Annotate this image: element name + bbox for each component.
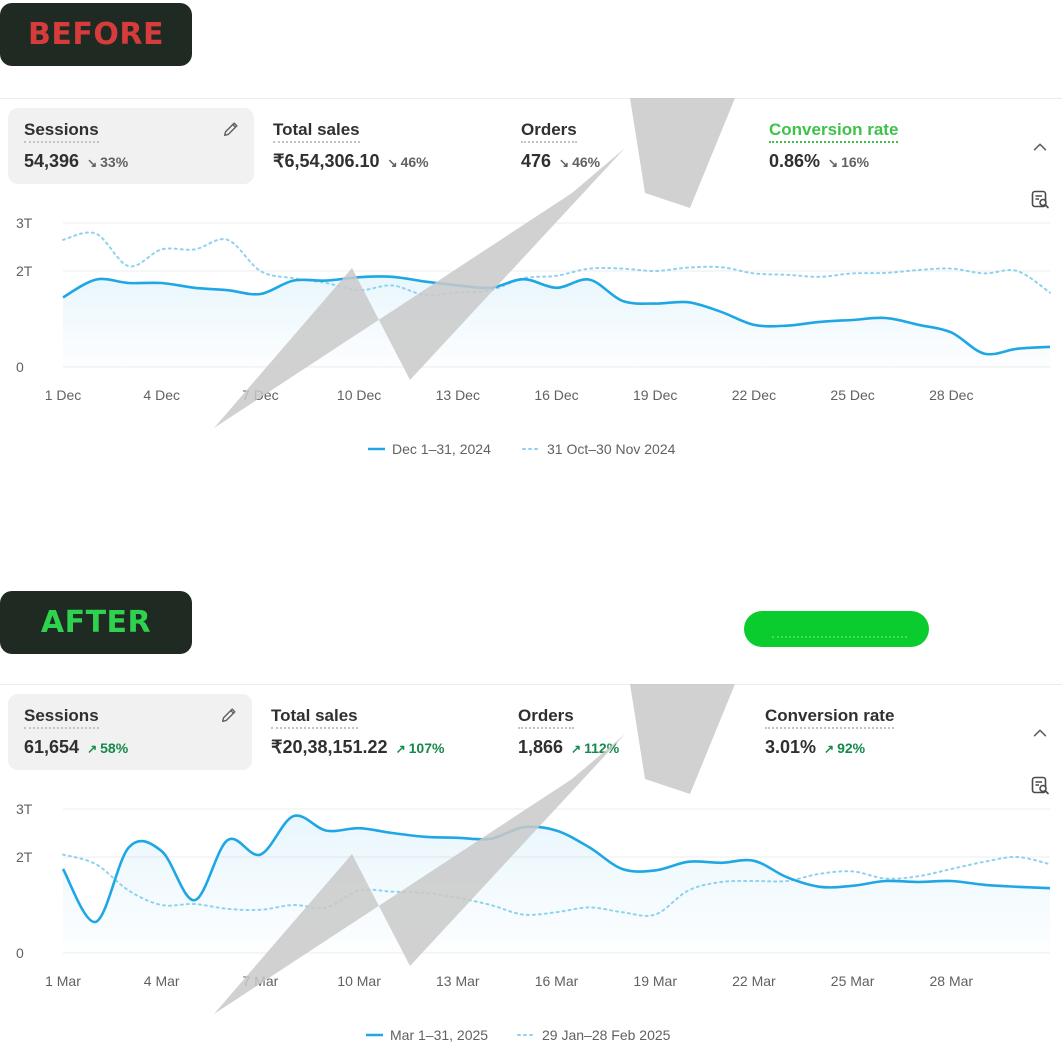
x-tick-label: 19 Mar [633,973,677,989]
edit-icon[interactable] [220,706,238,724]
report-search-icon[interactable] [1030,189,1050,209]
chevron-up-icon[interactable] [1031,724,1049,742]
arrow-up-right-icon: ↗ [824,742,835,756]
metric-orders[interactable]: Orders 476 ↘ 46% [505,108,735,184]
metric-value: 0.86% [769,151,821,171]
x-tick-label: 13 Dec [436,387,480,403]
x-tick-label: 7 Dec [242,387,279,403]
before-badge: BEFORE [0,3,192,66]
arrow-up-right-icon: ↗ [571,742,582,756]
sessions-line-chart: 3T 2T 0 1 Dec 4 Dec 7 Dec 10 Dec 13 Dec 16 Dec 19… [16,215,1051,457]
metric-change: 112% [584,740,620,756]
metric-title[interactable]: Conversion rate [765,706,895,729]
metric-value: 3.01% [765,737,817,757]
metric-change: 92% [837,740,866,756]
metric-sessions[interactable]: Sessions 54,396 ↘ 33% [8,108,254,184]
metric-change: 46% [572,154,601,170]
y-tick-label: 3T [16,215,33,231]
metric-total-sales[interactable]: Total sales ₹20,38,151.22 ↗ 107% [255,694,495,770]
x-tick-label: 4 Mar [144,973,180,989]
after-badge: AFTER [0,591,192,654]
chevron-up-icon[interactable] [1031,138,1049,156]
metric-change: 107% [408,740,445,756]
metric-change: 33% [100,154,129,170]
edit-icon[interactable] [222,120,240,138]
metric-change: 58% [100,740,129,756]
x-tick-label: 19 Dec [633,387,677,403]
arrow-down-right-icon: ↘ [87,156,98,170]
sessions-line-chart: 3T 2T 0 1 Mar 4 Mar 7 Mar 10 Mar 13 Mar 16 Mar 19… [16,801,1051,1043]
x-tick-label: 13 Mar [436,973,480,989]
x-tick-label: 7 Mar [243,973,279,989]
arrow-up-right-icon: ↗ [87,742,98,756]
highlight-pill [744,611,929,647]
legend-label-previous: 31 Oct–30 Nov 2024 [547,441,676,457]
metric-value: 61,654 [24,737,80,757]
x-tick-label: 16 Mar [535,973,579,989]
x-tick-label: 22 Dec [732,387,776,403]
metric-value: ₹20,38,151.22 [271,737,388,757]
x-tick-label: 16 Dec [534,387,578,403]
metric-title[interactable]: Orders [521,120,577,143]
metric-change: 16% [841,154,870,170]
x-tick-label: 4 Dec [143,387,180,403]
metric-value: 476 [521,151,552,171]
metric-conversion-rate[interactable]: Conversion rate 0.86% ↘ 16% [753,108,983,184]
metric-title[interactable]: Orders [518,706,574,729]
report-search-icon[interactable] [1030,775,1050,795]
metric-value: 54,396 [24,151,80,171]
y-tick-label: 0 [16,359,24,375]
series-area-fill [63,815,1050,953]
after-label: AFTER [40,605,152,640]
x-tick-label: 28 Dec [929,387,973,403]
metric-orders[interactable]: Orders 1,866 ↗ 112% [502,694,732,770]
legend-label-current: Dec 1–31, 2024 [392,441,491,457]
metric-title[interactable]: Sessions [24,120,99,143]
metric-sessions[interactable]: Sessions 61,654 ↗ 58% [8,694,252,770]
y-tick-label: 2T [16,263,33,279]
legend-label-current: Mar 1–31, 2025 [390,1027,488,1043]
analytics-panel-before: Sessions 54,396 ↘ 33% Total sales ₹6,54,3… [0,98,1062,528]
metric-title[interactable]: Total sales [273,120,360,143]
x-tick-label: 25 Dec [830,387,874,403]
arrow-up-right-icon: ↗ [395,742,406,756]
metric-title[interactable]: Total sales [271,706,358,729]
arrow-down-right-icon: ↘ [387,156,398,170]
metric-title[interactable]: Conversion rate [769,120,899,143]
metric-conversion-rate[interactable]: Conversion rate 3.01% ↗ 92% [749,694,979,770]
before-label: BEFORE [28,17,164,52]
arrow-down-right-icon: ↘ [828,156,839,170]
x-tick-label: 28 Mar [930,973,974,989]
metric-total-sales[interactable]: Total sales ₹6,54,306.10 ↘ 46% [257,108,487,184]
y-tick-label: 3T [16,801,33,817]
x-tick-label: 1 Mar [45,973,81,989]
x-tick-label: 10 Dec [337,387,381,403]
arrow-down-right-icon: ↘ [559,156,570,170]
analytics-panel-after: Sessions 61,654 ↗ 58% Total sales ₹20,38,… [0,684,1062,1064]
metric-title[interactable]: Sessions [24,706,99,729]
metric-value: 1,866 [518,737,564,757]
y-tick-label: 0 [16,945,24,961]
legend-label-previous: 29 Jan–28 Feb 2025 [542,1027,671,1043]
x-tick-label: 10 Mar [337,973,381,989]
y-tick-label: 2T [16,849,33,865]
x-tick-label: 1 Dec [45,387,82,403]
x-tick-label: 25 Mar [831,973,875,989]
x-tick-label: 22 Mar [732,973,776,989]
metric-value: ₹6,54,306.10 [273,151,380,171]
series-line-previous [62,231,1051,297]
metric-change: 46% [400,154,429,170]
